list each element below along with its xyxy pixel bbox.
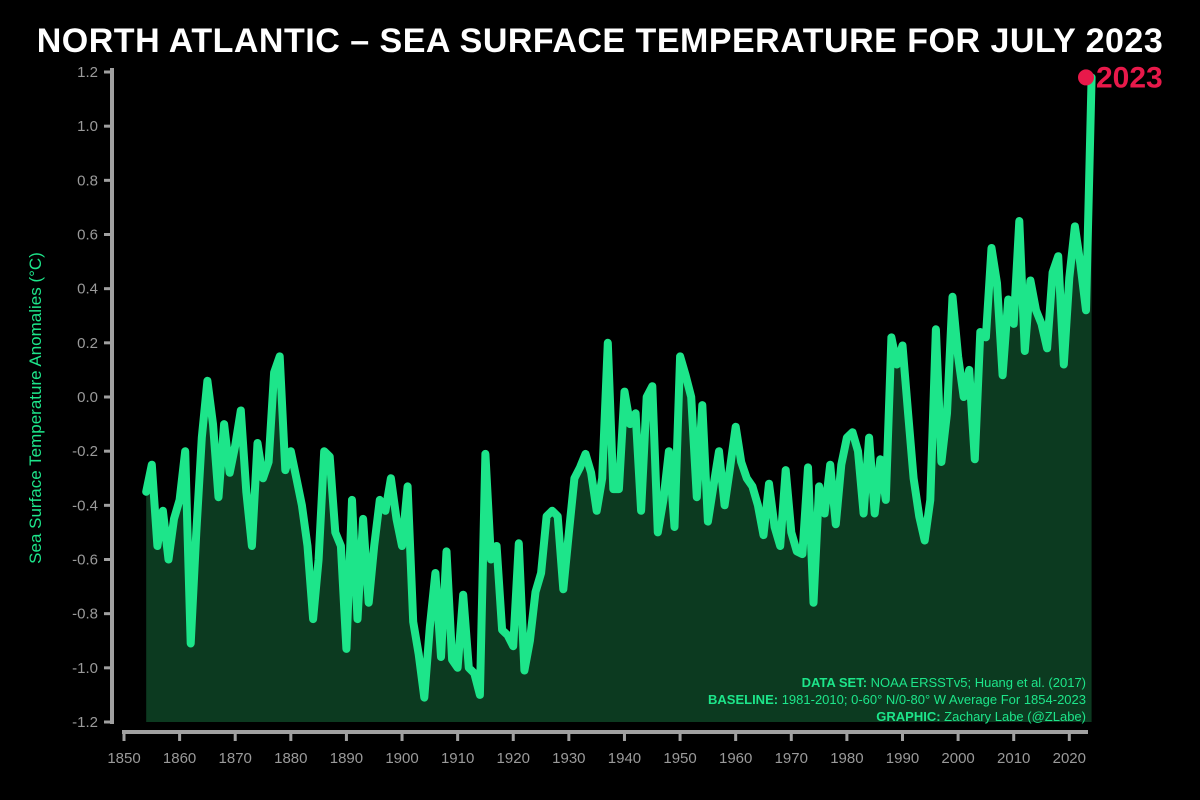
y-tick-label: 1.0 [77,118,98,135]
x-tick-label: 1990 [886,750,919,767]
series-line [142,73,1096,702]
chart-title: NORTH ATLANTIC – SEA SURFACE TEMPERATURE… [36,22,1164,60]
x-tick-label: 1960 [719,750,752,767]
y-tick-label: -1.0 [72,660,98,677]
y-tick-label: 0.0 [77,389,98,406]
credit-baseline: BASELINE: 1981-2010; 0-60° N/0-80° W Ave… [708,692,1086,707]
data-layer: 2023 [142,61,1163,722]
x-tick-label: 1900 [385,750,418,767]
x-tick-label: 1870 [219,750,252,767]
x-tick-label: 1920 [497,750,530,767]
x-tick-label: 2000 [941,750,974,767]
credits-block: DATA SET: NOAA ERSSTv5; Huang et al. (20… [708,674,1086,725]
y-tick-label: 0.8 [77,172,98,189]
credit-dataset: DATA SET: NOAA ERSSTv5; Huang et al. (20… [801,675,1086,690]
x-tick-label: 1910 [441,750,474,767]
highlight-point [1078,69,1094,86]
y-tick-label: 0.2 [77,335,98,352]
credit-graphic: GRAPHIC: Zachary Labe (@ZLabe) [876,709,1086,724]
x-tick-label: 2010 [997,750,1030,767]
y-tick-label: -1.2 [72,714,98,731]
x-tick-label: 2020 [1053,750,1086,767]
x-tick-label: 1940 [608,750,641,767]
y-tick-label: 1.2 [77,64,98,81]
y-tick-label: 0.4 [77,281,98,298]
y-tick-label: -0.8 [72,606,98,623]
axes: -1.2 -1.0 -0.8 -0.6 -0.4 -0.2 0.0 0.2 0.4 0.6 0.8 1… [72,64,1088,767]
y-tick-label: -0.2 [72,443,98,460]
x-tick-label: 1880 [274,750,307,767]
x-tick-label: 1970 [775,750,808,767]
x-tick-label: 1980 [830,750,863,767]
y-tick-label: -0.6 [72,552,98,569]
highlight-label: 2023 [1096,61,1163,94]
y-tick-label: -0.4 [72,497,98,514]
x-tick-label: 1860 [163,750,196,767]
x-tick-label: 1930 [552,750,585,767]
x-tick-label: 1890 [330,750,363,767]
y-tick-label: 0.6 [77,227,98,244]
x-tick-label: 1950 [663,750,696,767]
series-area [146,77,1092,722]
x-tick-label: 1850 [107,750,140,767]
